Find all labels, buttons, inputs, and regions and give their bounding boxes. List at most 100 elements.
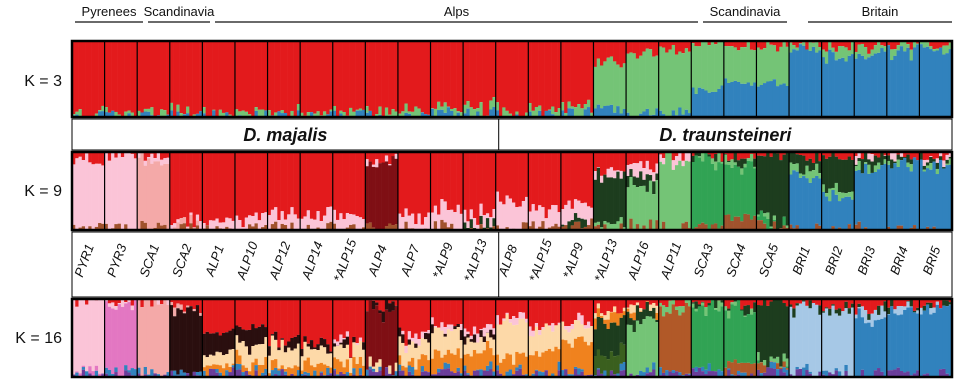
ancestry-segment: [218, 222, 223, 229]
ancestry-segment: [160, 159, 164, 166]
ancestry-segment: [912, 312, 917, 374]
ancestry-segment: [645, 373, 650, 377]
ancestry-segment: [156, 299, 161, 305]
ancestry-segment: [795, 50, 800, 117]
ancestry-segment: [717, 311, 721, 370]
ancestry-segment: [596, 349, 601, 369]
ancestry-segment: [202, 152, 206, 224]
ancestry-segment: [492, 97, 496, 107]
ancestry-segment: [251, 346, 255, 363]
ancestry-segment: [759, 305, 764, 363]
ancestry-segment: [251, 226, 255, 230]
ancestry-segment: [186, 113, 190, 117]
ancestry-segment: [401, 217, 405, 230]
ancestry-segment: [645, 191, 650, 230]
ancestry-segment: [583, 341, 588, 376]
ancestry-segment: [844, 308, 848, 365]
panel-k16: [70, 297, 954, 379]
ancestry-segment: [78, 156, 83, 228]
ancestry-segment: [828, 201, 832, 230]
ancestry-segment: [459, 340, 464, 359]
ancestry-segment: [805, 370, 809, 377]
ancestry-segment: [296, 366, 301, 371]
ancestry-segment: [257, 220, 262, 229]
ancestry-segment: [485, 152, 490, 214]
ancestry-segment: [254, 344, 259, 359]
ancestry-segment: [264, 41, 268, 111]
ancestry-segment: [538, 41, 542, 106]
ancestry-segment: [896, 367, 901, 377]
ancestry-segment: [228, 367, 232, 373]
ancestry-segment: [329, 111, 334, 117]
ancestry-segment: [98, 373, 102, 377]
ancestry-segment: [355, 345, 360, 364]
ancestry-segment: [629, 164, 633, 170]
ancestry-segment: [850, 307, 855, 377]
ancestry-segment: [906, 167, 910, 230]
ancestry-segment: [932, 299, 936, 308]
ancestry-segment: [163, 41, 167, 111]
ancestry-segment: [674, 306, 679, 310]
ancestry-segment: [573, 366, 578, 369]
ancestry-segment: [759, 84, 764, 117]
ancestry-segment: [430, 317, 435, 325]
ancestry-segment: [433, 374, 438, 377]
ancestry-segment: [945, 306, 950, 374]
ancestry-segment: [789, 42, 793, 53]
ancestry-segment: [743, 315, 747, 317]
ancestry-segment: [244, 367, 249, 371]
ancestry-segment: [300, 112, 304, 117]
ancestry-segment: [267, 152, 272, 216]
ancestry-segment: [903, 299, 907, 307]
ancestry-segment: [492, 152, 496, 209]
ancestry-segment: [811, 42, 816, 47]
ancestry-segment: [241, 372, 246, 377]
ancestry-segment: [916, 310, 920, 314]
ancestry-segment: [567, 326, 571, 333]
ancestry-segment: [326, 367, 330, 376]
ancestry-segment: [564, 152, 568, 205]
ancestry-segment: [534, 369, 539, 371]
ancestry-segment: [932, 152, 936, 160]
ancestry-segment: [98, 299, 102, 374]
ancestry-segment: [137, 157, 141, 230]
ancestry-segment: [547, 109, 552, 111]
ancestry-segment: [684, 160, 689, 222]
ancestry-segment: [860, 369, 865, 377]
ancestry-segment: [704, 90, 708, 117]
ancestry-segment: [492, 334, 496, 340]
ancestry-segment: [388, 311, 392, 366]
ancestry-segment: [456, 41, 461, 112]
ancestry-segment: [912, 41, 917, 48]
ancestry-segment: [88, 226, 92, 230]
ancestry-segment: [313, 370, 317, 377]
ancestry-segment: [880, 152, 884, 166]
ancestry-segment: [437, 152, 441, 215]
ancestry-segment: [720, 300, 725, 303]
ancestry-segment: [922, 47, 927, 117]
ancestry-segment: [101, 111, 105, 117]
ancestry-segment: [257, 344, 262, 365]
ancestry-segment: [586, 299, 591, 322]
ancestry-segment: [890, 168, 894, 230]
ancestry-segment: [518, 312, 523, 319]
ancestry-segment: [828, 308, 832, 316]
ancestry-segment: [867, 57, 871, 117]
ancestry-segment: [857, 152, 862, 159]
ancestry-segment: [613, 152, 617, 171]
ancestry-segment: [322, 215, 327, 230]
ancestry-segment: [714, 170, 718, 224]
ancestry-segment: [586, 152, 591, 207]
ancestry-segment: [352, 152, 356, 215]
ancestry-segment: [114, 306, 118, 310]
ancestry-segment: [85, 304, 89, 372]
ancestry-segment: [336, 346, 340, 360]
ancestry-segment: [124, 302, 128, 304]
ancestry-segment: [629, 152, 633, 165]
ancestry-segment: [867, 319, 871, 323]
ancestry-segment: [831, 304, 835, 306]
ancestry-segment: [515, 370, 519, 377]
ancestry-segment: [896, 41, 901, 46]
ancestry-segment: [287, 347, 291, 368]
ancestry-segment: [283, 299, 288, 346]
